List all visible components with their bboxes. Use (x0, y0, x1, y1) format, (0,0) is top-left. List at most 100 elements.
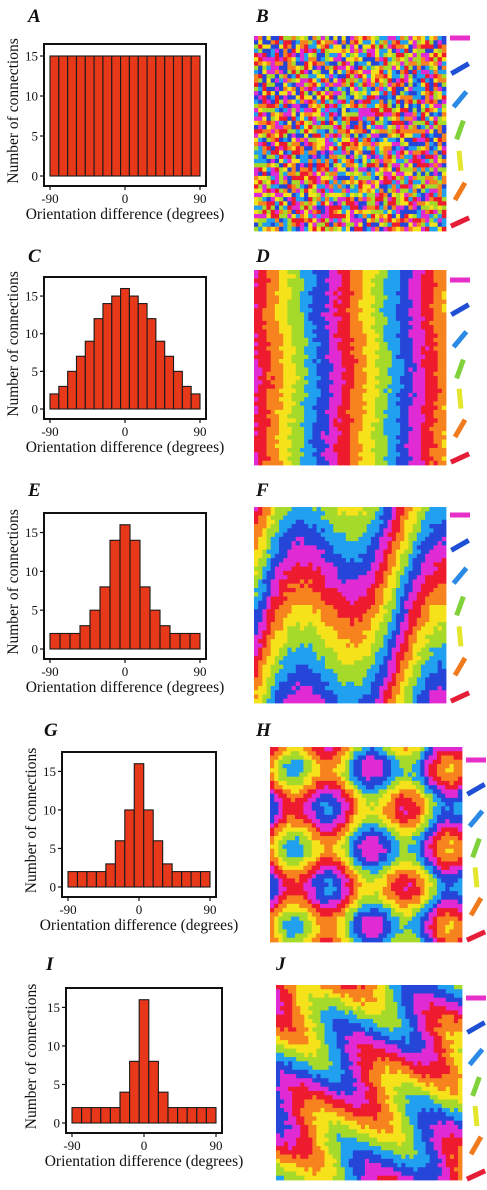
histogram-bar (189, 632, 201, 650)
orientation-key-bar (470, 837, 482, 859)
x-axis-title: Orientation difference (degrees) (26, 439, 225, 456)
orientation-key-bar (449, 215, 471, 229)
y-axis-title: Number of connections (5, 38, 22, 184)
histogram-bar (181, 55, 192, 177)
x-tick-label: 90 (194, 424, 207, 439)
histogram-bar (109, 1107, 121, 1124)
x-tick-label: 90 (204, 902, 217, 917)
y-tick-label: 15 (47, 1000, 60, 1015)
histogram-bar (81, 1107, 92, 1124)
panel-letter-map: J (275, 954, 286, 975)
histogram-bar (196, 1107, 207, 1124)
y-tick-label: 0 (32, 642, 39, 657)
histogram-bar (59, 632, 71, 650)
orientation-key-bar (468, 896, 484, 917)
x-axis-title: Orientation difference (degrees) (26, 679, 225, 696)
histogram-bar (169, 632, 181, 650)
histogram-bar (148, 1060, 159, 1124)
orientation-map (254, 36, 447, 232)
x-tick-label: -90 (63, 1138, 80, 1153)
histogram-bar (199, 871, 211, 888)
y-tick-label: 15 (43, 764, 56, 779)
orientation-key-bar (449, 690, 471, 704)
histogram-bar (190, 393, 201, 410)
histogram-bar (128, 295, 139, 410)
histogram-bar (86, 871, 97, 888)
y-tick-label: 5 (32, 603, 39, 618)
y-axis-title: Number of connections (23, 748, 40, 894)
histogram-bar (102, 55, 113, 177)
histogram-bar (79, 625, 91, 650)
histogram-bar (67, 55, 78, 177)
histogram-bar (109, 539, 121, 650)
y-tick-label: 10 (25, 326, 38, 341)
x-tick-label: 90 (210, 1138, 223, 1153)
histogram-bar (124, 809, 135, 888)
histogram-bar (114, 840, 126, 888)
histogram-bar (149, 609, 161, 650)
orientation-key-bar (452, 418, 468, 439)
orientation-key (449, 512, 471, 704)
orientation-key-bar (456, 150, 464, 171)
histogram-bar (164, 355, 175, 410)
panel-letter-map: B (255, 6, 269, 27)
histogram-bar (157, 1091, 169, 1124)
orientation-key-bar (451, 90, 469, 109)
histogram-bar (162, 863, 173, 888)
y-tick-label: 10 (25, 89, 38, 104)
histogram-bar (76, 871, 88, 888)
histogram-bar (128, 55, 139, 177)
x-tick-label: -90 (41, 424, 58, 439)
orientation-key-bar (454, 358, 466, 380)
x-axis-title: Orientation difference (degrees) (45, 1153, 244, 1170)
x-tick-label: -90 (59, 902, 76, 917)
histogram-bar (164, 55, 175, 177)
histogram-bar (146, 55, 157, 177)
histogram-bar (71, 1107, 83, 1124)
orientation-key-bar (456, 626, 464, 647)
histogram-bar (93, 318, 104, 410)
y-tick-label: 0 (50, 880, 57, 895)
y-tick-label: 15 (25, 525, 38, 540)
orientation-key-bar (465, 929, 487, 943)
orientation-map (254, 270, 447, 466)
x-tick-label: -90 (41, 664, 58, 679)
orientation-key-bar (456, 388, 464, 409)
histogram-bar (119, 524, 131, 650)
orientation-key-bar (465, 1168, 487, 1182)
x-tick-label: -90 (41, 191, 58, 206)
histogram-bar (100, 1107, 111, 1124)
orientation-key (449, 35, 471, 229)
histogram-bar (155, 340, 166, 410)
orientation-key-bar (467, 809, 485, 828)
histogram-bar (49, 393, 60, 410)
orientation-key-bar (450, 61, 470, 76)
orientation-map (276, 985, 463, 1181)
panel-letter-map: H (255, 720, 272, 741)
histogram-bar (111, 295, 122, 410)
histogram-bar (139, 586, 151, 650)
histogram-bar (69, 632, 81, 650)
panel-letter-map: F (255, 480, 269, 501)
orientation-key (465, 995, 487, 1182)
histogram-bar (75, 355, 86, 410)
y-axis-title: Number of connections (5, 509, 22, 655)
histogram-bar (119, 1091, 131, 1124)
orientation-key-bar (450, 538, 470, 553)
histogram-bar (105, 863, 116, 888)
histogram-bar (58, 385, 69, 410)
histogram-bar (167, 1107, 179, 1124)
histogram-bar (84, 340, 95, 410)
panel-letter-hist: C (28, 246, 41, 267)
orientation-key-bar (450, 302, 470, 317)
orientation-key-bar (472, 867, 480, 888)
histogram-bar (120, 55, 130, 177)
histogram-bar (102, 303, 113, 410)
